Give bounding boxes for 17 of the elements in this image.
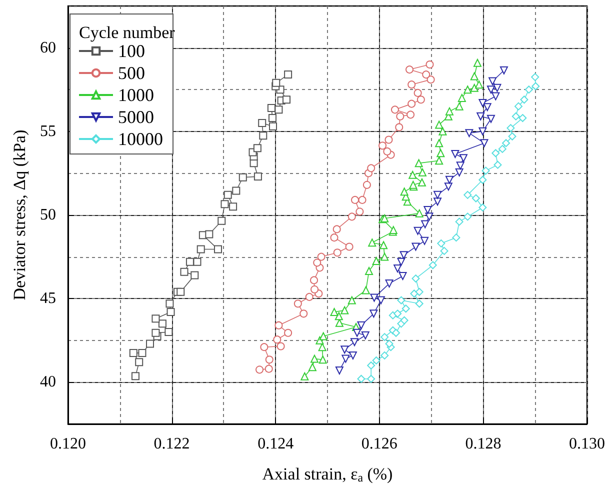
x-tick-label: 0.128 [465,436,502,452]
legend-label: 500 [118,63,145,83]
y-tick-label: 40 [40,374,56,391]
x-tick-label: 0.130 [569,436,605,452]
x-tick-label: 0.126 [361,436,398,452]
y-tick-label: 60 [40,39,56,56]
legend-label: 10000 [118,129,163,149]
legend-label: 5000 [118,107,154,127]
y-axis-title: Deviator stress, Δq (kPa) [10,130,29,300]
legend-label: 100 [118,41,145,61]
x-tick-label: 0.122 [154,436,190,452]
x-tick-label: 0.120 [50,436,86,452]
y-tick-label: 45 [40,290,56,308]
y-tick-label: 50 [40,206,56,224]
y-tick-label: 55 [40,122,56,140]
x-tick-label: 0.124 [258,436,294,452]
legend-label: 1000 [118,85,154,105]
